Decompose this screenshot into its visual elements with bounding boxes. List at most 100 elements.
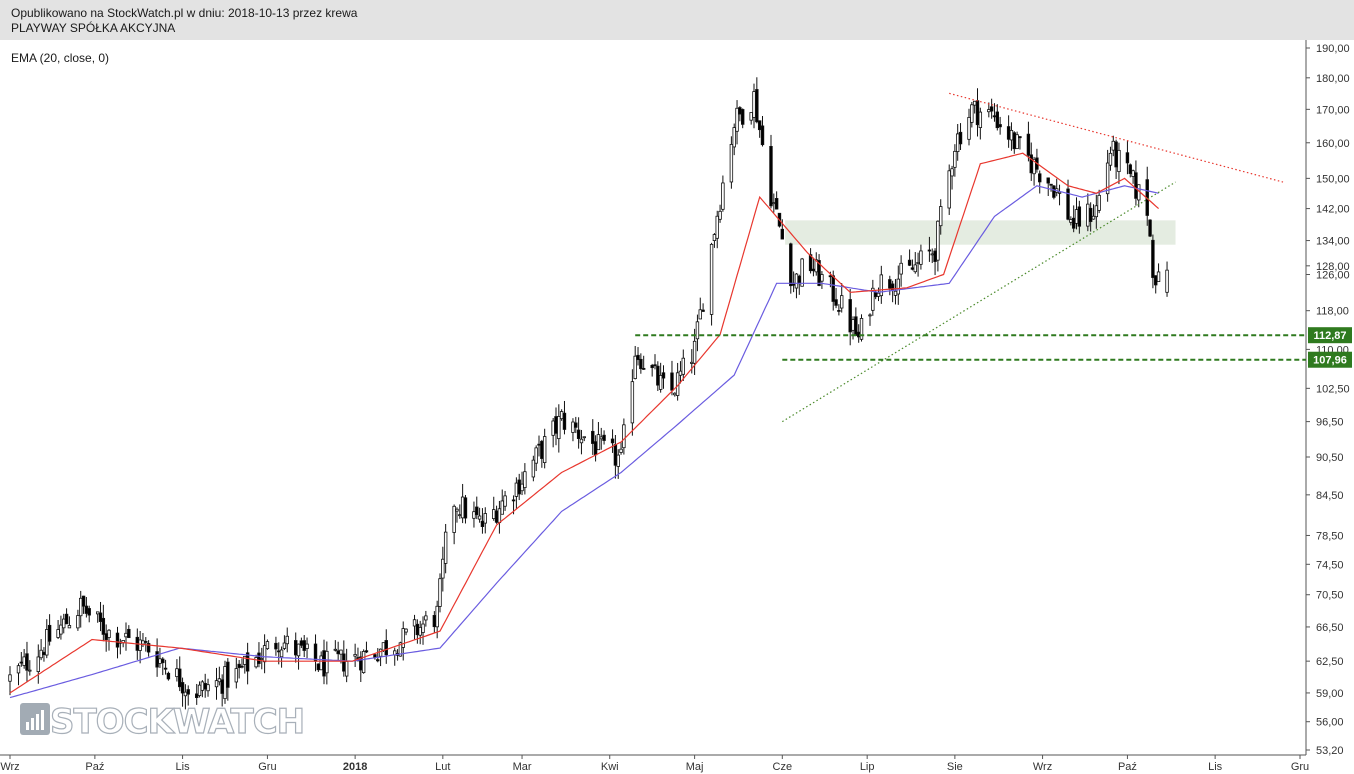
candle-body	[477, 515, 482, 520]
candle	[890, 280, 895, 303]
candle	[808, 248, 813, 274]
candle	[910, 259, 915, 271]
candle-body	[146, 643, 151, 653]
candle	[415, 619, 420, 644]
candle	[197, 681, 202, 698]
candle-body	[257, 652, 261, 664]
candle-body	[678, 370, 683, 376]
y-tick-label: 190,00	[1316, 43, 1350, 55]
candle	[455, 507, 459, 523]
candle-body	[752, 91, 756, 118]
candle	[163, 659, 168, 675]
candle-body	[955, 133, 960, 152]
candle	[1015, 131, 1019, 150]
x-tick-label: Wrz	[0, 761, 19, 773]
candle	[998, 116, 1002, 135]
candle-body	[438, 578, 442, 607]
candle-body	[701, 309, 705, 312]
candle	[161, 657, 165, 676]
candle	[633, 345, 637, 380]
candle	[475, 496, 479, 520]
candle-body	[1097, 194, 1101, 211]
candle	[364, 641, 369, 654]
candle-body	[463, 497, 468, 519]
candle	[534, 445, 538, 472]
x-tick-label: Lis	[1208, 761, 1223, 773]
x-tick-label: Mar	[513, 761, 532, 773]
candle	[463, 494, 468, 524]
candle-body	[650, 364, 654, 369]
candle	[721, 175, 725, 212]
candle	[1026, 121, 1031, 162]
candle-body	[381, 642, 386, 651]
candle-body	[76, 615, 80, 629]
candle	[1057, 184, 1062, 206]
candle	[325, 641, 329, 685]
candle	[1094, 194, 1099, 229]
candle	[203, 673, 207, 698]
candle	[576, 417, 581, 449]
candle-body	[774, 198, 779, 210]
candle-body	[658, 375, 663, 390]
candle	[28, 660, 32, 676]
candle-body	[472, 511, 476, 519]
candle	[138, 630, 142, 664]
candle-body	[302, 640, 306, 651]
candle-body	[619, 448, 623, 453]
candle	[412, 614, 417, 640]
candle	[1114, 139, 1118, 179]
candle-body	[820, 274, 824, 282]
y-tick-label: 56,00	[1316, 717, 1344, 729]
candle	[1128, 163, 1132, 178]
candle-body	[260, 658, 264, 660]
candle	[989, 98, 994, 119]
x-tick-label: Kwi	[601, 761, 619, 773]
candle	[661, 365, 666, 389]
candle-body	[735, 107, 739, 132]
candle-body	[998, 124, 1002, 128]
candle-body	[353, 654, 357, 657]
candle	[769, 134, 773, 209]
candle	[1105, 149, 1110, 202]
candle	[950, 165, 954, 190]
candle	[127, 625, 131, 639]
candle	[610, 429, 615, 453]
y-tick-label: 84,50	[1316, 490, 1344, 502]
x-tick-label: Maj	[686, 761, 704, 773]
resistance-trendline	[949, 92, 1284, 183]
candle	[599, 427, 603, 450]
candle-body	[571, 421, 575, 433]
candle-body	[497, 508, 502, 524]
candle-body	[970, 104, 974, 123]
candle	[166, 671, 171, 681]
candle-body	[1117, 149, 1121, 172]
candle-body	[245, 652, 250, 672]
candle	[656, 361, 660, 392]
candle-body	[424, 615, 428, 621]
y-tick-label: 170,00	[1316, 104, 1350, 116]
candle	[76, 609, 80, 631]
candle	[888, 275, 892, 296]
candle	[772, 193, 776, 213]
candle	[56, 619, 60, 640]
published-info: Opublikowano na StockWatch.pl w dniu: 20…	[11, 6, 358, 20]
candle	[933, 248, 937, 276]
candle-body	[1029, 154, 1033, 174]
candle-body	[1038, 173, 1042, 183]
candle	[8, 666, 12, 696]
candle	[517, 473, 521, 501]
candle-body	[1105, 162, 1110, 195]
candle	[64, 608, 69, 625]
candle-body	[899, 262, 903, 275]
candle	[45, 619, 49, 659]
candle-body	[299, 640, 304, 646]
candle-body	[161, 658, 165, 664]
candle	[871, 279, 875, 316]
candle	[919, 244, 923, 270]
candle	[893, 279, 898, 305]
y-tick-label: 150,00	[1316, 173, 1350, 185]
candle-body	[596, 434, 601, 451]
candle	[927, 236, 932, 262]
candle-body	[1111, 140, 1115, 151]
